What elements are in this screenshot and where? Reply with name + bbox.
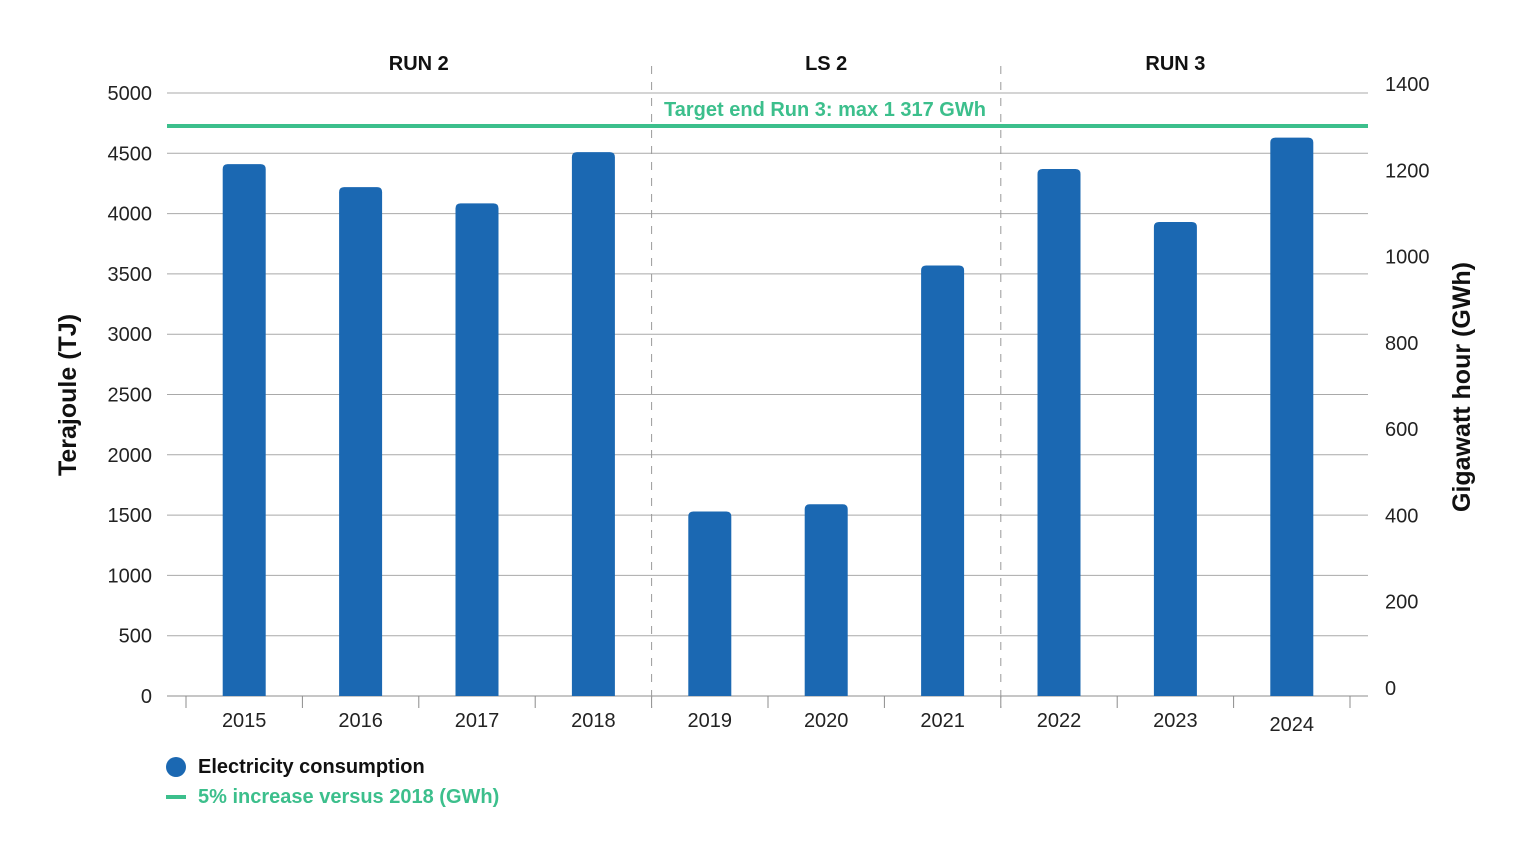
y2-tick-label: 400	[1385, 505, 1418, 527]
legend-item-electricity: Electricity consumption	[166, 752, 499, 782]
legend: Electricity consumption 5% increase vers…	[166, 752, 499, 812]
y2-tick-label: 200	[1385, 592, 1418, 614]
y2-tick-label: 1000	[1385, 247, 1430, 269]
y-tick-label: 4500	[108, 143, 153, 165]
bar-2022	[1037, 168, 1081, 696]
legend-dot-icon	[166, 757, 186, 777]
y-axis-title: Terajoule (TJ)	[54, 314, 82, 476]
y-tick-label: 0	[141, 686, 152, 708]
bar-2021	[921, 265, 965, 696]
y-tick-label: 3500	[108, 264, 153, 286]
y2-tick-label: 600	[1385, 419, 1418, 441]
x-tick-label: 2021	[920, 710, 965, 732]
period-label: RUN 3	[1145, 53, 1205, 75]
x-tick-label: 2016	[338, 710, 383, 732]
y-tick-label: 5000	[108, 83, 153, 105]
x-tick-label: 2017	[455, 710, 500, 732]
bar-2023	[1153, 222, 1197, 697]
bar-2019	[688, 511, 732, 696]
y-tick-label: 3000	[108, 324, 153, 346]
legend-line-icon	[166, 795, 186, 799]
x-tick-label: 2015	[222, 710, 267, 732]
period-label: LS 2	[805, 53, 847, 75]
x-tick-label: 2020	[804, 710, 849, 732]
y-tick-label: 1000	[108, 565, 153, 587]
y2-tick-label: 0	[1385, 678, 1396, 700]
legend-item-target: 5% increase versus 2018 (GWh)	[166, 782, 499, 812]
legend-label-target: 5% increase versus 2018 (GWh)	[198, 785, 500, 808]
x-tick-label: 2022	[1037, 710, 1082, 732]
y-tick-label: 2500	[108, 385, 153, 407]
y2-axis-title: Gigawatt hour (GWh)	[1448, 262, 1476, 512]
bar-2024	[1270, 137, 1314, 696]
y2-tick-label: 1200	[1385, 160, 1430, 182]
legend-label-electricity: Electricity consumption	[198, 755, 425, 778]
bar-2018	[571, 152, 615, 696]
bar-2020	[804, 504, 848, 696]
x-tick-label: 2023	[1153, 710, 1198, 732]
bar-2015	[222, 164, 266, 697]
y2-tick-label: 800	[1385, 333, 1418, 355]
bar-2017	[455, 203, 499, 696]
y-tick-label: 1500	[108, 505, 153, 527]
bar-2016	[339, 187, 383, 696]
y-tick-label: 2000	[108, 445, 153, 467]
y-tick-label: 500	[119, 626, 152, 648]
x-tick-label: 2024	[1270, 714, 1315, 736]
target-label: Target end Run 3: max 1 317 GWh	[664, 99, 986, 121]
y2-tick-label: 1400	[1385, 74, 1430, 96]
x-tick-label: 2018	[571, 710, 616, 732]
x-tick-label: 2019	[688, 710, 733, 732]
period-label: RUN 2	[389, 53, 449, 75]
y-tick-label: 4000	[108, 204, 153, 226]
